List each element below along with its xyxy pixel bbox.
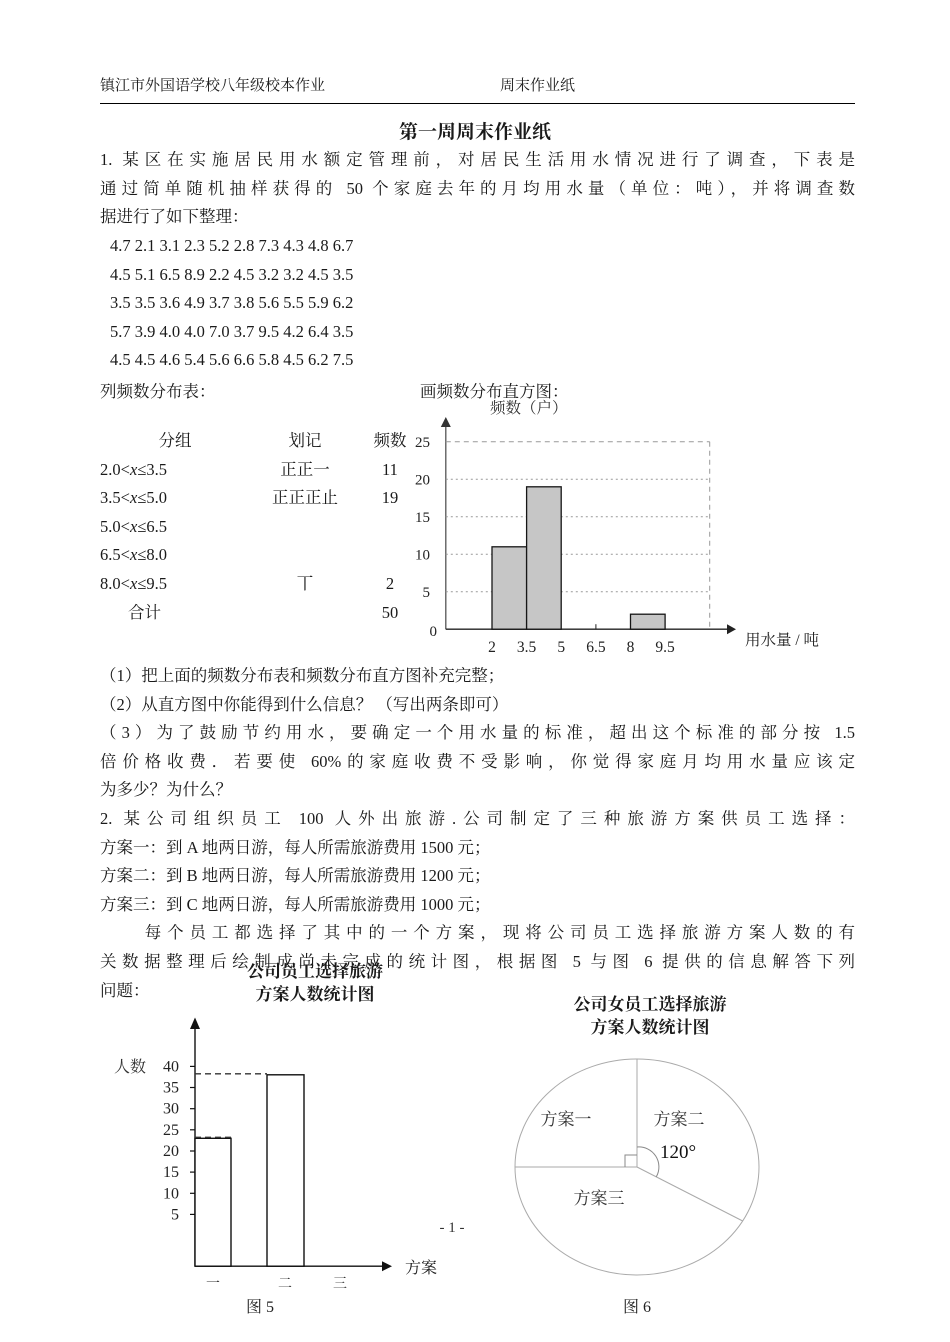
svg-text:人数: 人数 — [114, 1058, 146, 1076]
svg-text:35: 35 — [163, 1080, 179, 1097]
svg-text:30: 30 — [163, 1101, 179, 1118]
svg-text:三: 三 — [333, 1276, 347, 1292]
svg-text:15: 15 — [163, 1164, 179, 1181]
svg-text:方案三: 方案三 — [574, 1189, 625, 1208]
svg-text:方案二: 方案二 — [654, 1110, 705, 1129]
svg-text:方案: 方案 — [405, 1259, 437, 1277]
svg-text:一: 一 — [206, 1277, 220, 1292]
svg-text:10: 10 — [163, 1185, 179, 1202]
svg-text:20: 20 — [163, 1143, 179, 1160]
svg-text:5: 5 — [171, 1206, 179, 1223]
svg-text:- 1 -: - 1 - — [440, 1220, 465, 1236]
svg-text:40: 40 — [163, 1058, 179, 1075]
svg-text:图 6: 图 6 — [623, 1298, 651, 1316]
svg-text:方案一: 方案一 — [541, 1110, 592, 1129]
svg-text:二: 二 — [278, 1277, 292, 1292]
svg-text:图 5: 图 5 — [246, 1298, 274, 1316]
svg-text:120°: 120° — [660, 1142, 696, 1163]
svg-text:25: 25 — [163, 1122, 179, 1139]
